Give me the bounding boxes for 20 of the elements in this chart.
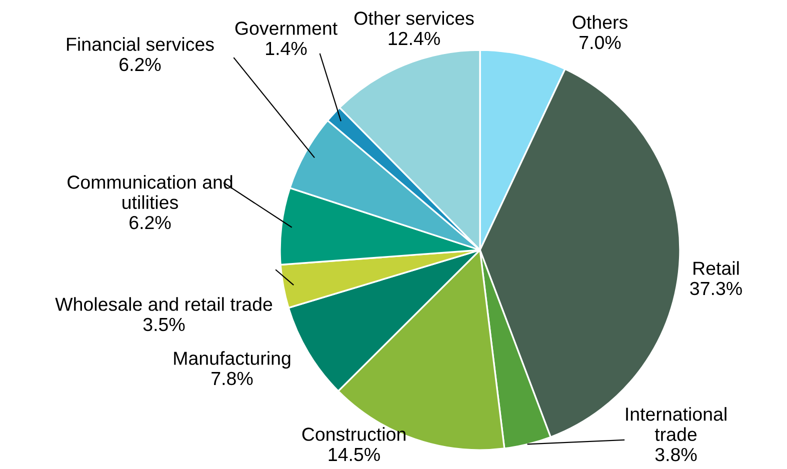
slice-label: Government (235, 22, 338, 35)
slice-label: Financial services (67, 37, 214, 51)
slice-label: Wholesale and retail trade (55, 297, 272, 311)
data-label: 3.8% (655, 448, 697, 462)
data-label: 37.3% (690, 282, 742, 296)
data-label: 3.5% (143, 318, 185, 332)
slice-label: Retail (694, 261, 739, 275)
data-label: 6.2% (130, 216, 171, 230)
slice-label: International trade (626, 407, 726, 442)
slice-label: Other services (354, 11, 474, 25)
slice-label: Others (572, 15, 628, 29)
data-label: 12.4% (388, 32, 440, 46)
data-label: 7.8% (212, 372, 253, 386)
slice-label: Manufacturing (174, 351, 290, 369)
slice-label: Construction (302, 427, 406, 441)
data-label: 1.4% (266, 42, 307, 56)
data-label: 6.2% (120, 58, 161, 72)
data-label: 14.5% (328, 448, 380, 462)
slice-label: Communication and utilities (68, 175, 232, 210)
data-label: 7.0% (580, 36, 621, 50)
